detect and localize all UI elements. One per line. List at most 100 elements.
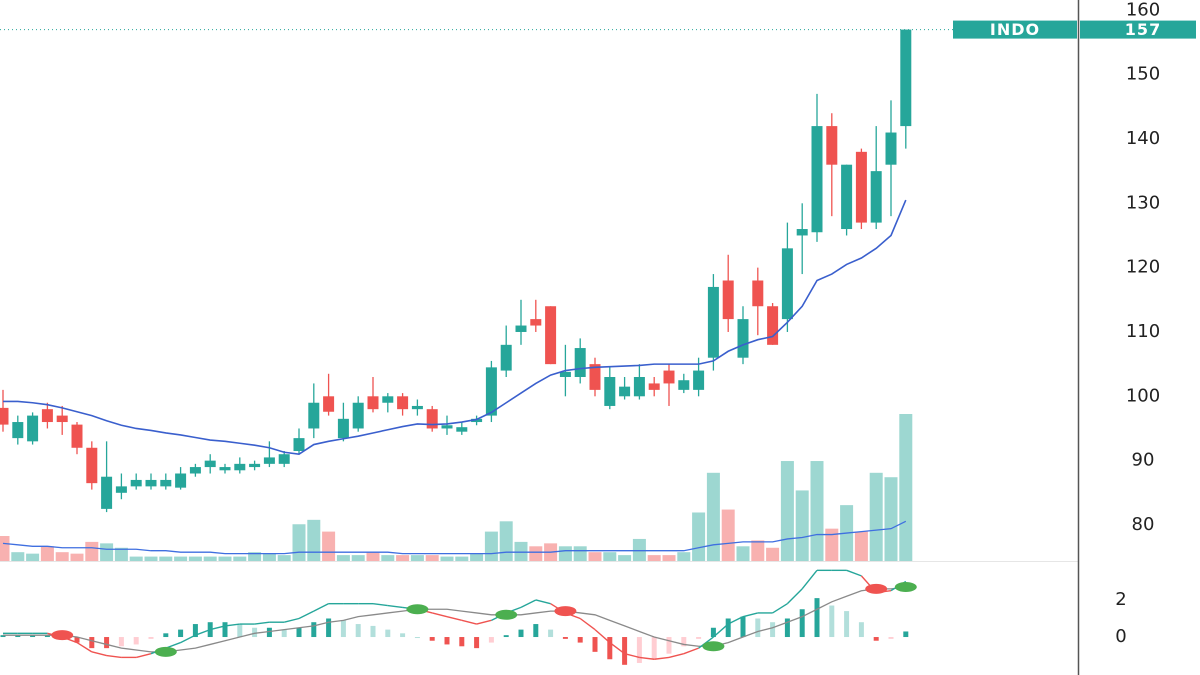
candle-body: [530, 319, 542, 326]
volume-bar: [425, 555, 439, 561]
macd-line-segment: [654, 656, 670, 660]
candle-body: [337, 418, 349, 439]
candle-body: [278, 454, 290, 464]
candle-body: [219, 467, 231, 471]
macd-histogram-bar: [562, 637, 568, 639]
volume-layer: [0, 414, 913, 561]
macd-histogram-bar: [222, 622, 228, 638]
volume-bar: [26, 553, 40, 561]
cross-marker: [406, 604, 429, 615]
macd-histogram-bar: [414, 637, 420, 639]
macd-histogram-bar: [178, 629, 184, 638]
candle-body: [411, 405, 423, 410]
macd-histogram-bar: [844, 611, 850, 638]
macd-line-segment: [712, 623, 729, 638]
volume-bar: [351, 555, 365, 561]
volume-bar: [692, 512, 706, 561]
volume-bar: [514, 541, 528, 561]
y-tick-label: 110: [1126, 321, 1160, 342]
volume-bar: [825, 528, 839, 561]
macd-line-segment: [461, 619, 477, 625]
macd-histogram-bar: [44, 635, 50, 638]
candle-body: [885, 132, 897, 165]
y-tick-label: 130: [1126, 192, 1160, 213]
y-tick-label: 80: [1132, 514, 1155, 535]
candle-body: [352, 402, 364, 429]
volume-bar: [144, 556, 158, 561]
cross-marker: [702, 641, 725, 652]
volume-bar: [706, 472, 720, 561]
macd-histogram-bar: [503, 635, 509, 638]
symbol-badge: [953, 20, 1077, 39]
candle-body: [249, 463, 261, 468]
candle-body: [471, 418, 483, 423]
macd-histogram-bar: [770, 622, 776, 638]
macd-histogram-bar: [148, 637, 154, 639]
macd-line-segment: [387, 604, 403, 609]
volume-bar: [307, 519, 321, 561]
volume-bar: [218, 556, 232, 561]
macd-line-segment: [535, 599, 551, 605]
macd-line-segment: [520, 599, 537, 609]
macd-histogram-bar: [799, 609, 805, 638]
macd-histogram-bar: [385, 629, 391, 638]
volume-bar: [248, 552, 262, 561]
macd-histogram-bar: [459, 637, 465, 647]
candle-body: [323, 396, 335, 412]
candle-body: [500, 344, 512, 371]
macd-histogram-bar: [15, 635, 21, 638]
candle-body: [56, 415, 68, 423]
price-badge: [1080, 20, 1196, 39]
signal-line: [3, 586, 906, 653]
price-layer: [0, 29, 953, 513]
cross-marker: [865, 583, 888, 594]
candle-body: [589, 364, 601, 390]
candle-body: [86, 447, 98, 484]
volume-bar: [203, 556, 217, 561]
candle-body: [130, 479, 142, 487]
macd-histogram-bar: [888, 637, 894, 639]
candle-body: [12, 422, 24, 439]
macd-line-segment: [284, 617, 300, 623]
volume-bar: [780, 461, 794, 561]
macd-histogram-bar: [429, 637, 435, 641]
candle-body: [752, 280, 764, 307]
y-tick-label: 90: [1132, 450, 1155, 471]
y-tick-label: 100: [1126, 385, 1160, 406]
macd-histogram-bar: [444, 637, 450, 645]
volume-bar: [499, 521, 513, 561]
macd-line-segment: [698, 636, 714, 649]
macd-line-segment: [609, 642, 626, 655]
cross-marker: [154, 646, 177, 657]
candle-body: [678, 380, 690, 390]
macd-line-segment: [639, 656, 655, 660]
macd-histogram-bar: [252, 627, 258, 638]
volume-bar: [810, 461, 824, 561]
macd-line-segment: [594, 629, 611, 644]
cross-marker: [495, 609, 518, 620]
volume-bar: [529, 546, 543, 561]
candle-body: [663, 370, 675, 384]
macd-histogram-bar: [311, 622, 317, 638]
candle-body: [796, 229, 808, 236]
candle-body: [160, 479, 172, 487]
macd-histogram-bar: [666, 637, 672, 654]
candle-body: [870, 171, 882, 223]
macd-line-segment: [742, 612, 758, 618]
volume-bar: [159, 556, 173, 561]
candle-body: [574, 348, 586, 378]
volume-bar: [85, 541, 99, 561]
candle-body: [71, 424, 83, 448]
macd-histogram-bar: [903, 631, 909, 638]
macd-line-segment: [476, 619, 492, 625]
macd-histogram-bar: [740, 616, 746, 638]
volume-bar: [795, 490, 809, 561]
macd-histogram-bar: [30, 635, 36, 638]
macd-line-segment: [195, 628, 211, 636]
macd-histogram-bar: [340, 620, 346, 638]
macd-line-segment: [846, 569, 862, 577]
macd-line-segment: [772, 603, 788, 614]
macd-histogram-bar: [622, 637, 628, 665]
